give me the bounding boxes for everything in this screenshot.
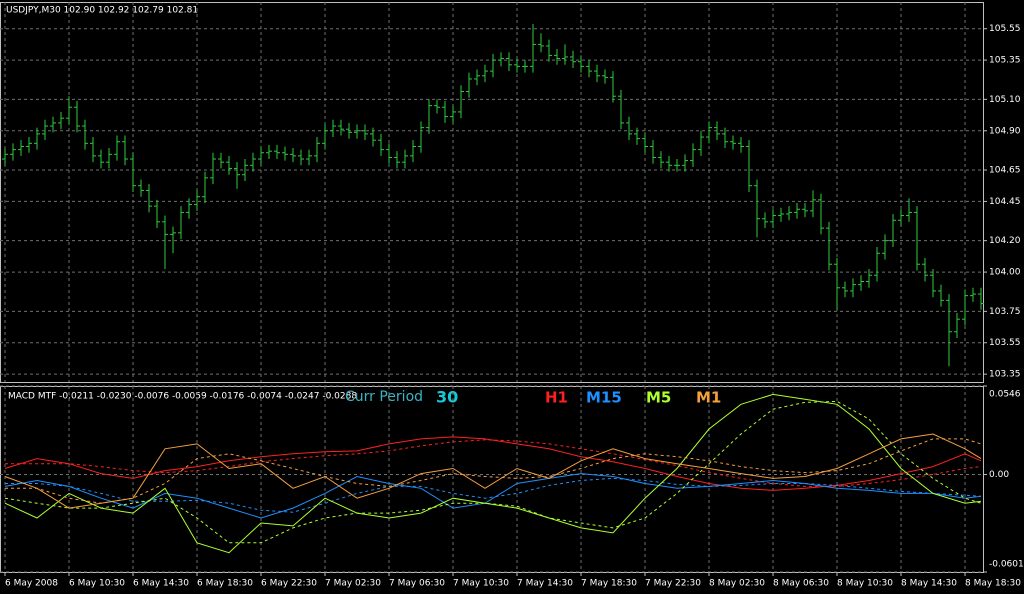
x-tick-label: 6 May 10:30 [69,579,125,589]
panel-frame [0,2,984,383]
y-tick-label: 103.75 [989,307,1021,317]
y-tick-label: 103.55 [989,338,1021,348]
y-tick-label: 105.10 [989,95,1021,105]
x-tick-label: 8 May 02:30 [709,579,765,589]
signal-line [4,400,982,544]
price-title: USDJPY,M30 102.90 102.92 102.79 102.81 [6,6,198,16]
x-tick-label: 6 May 22:30 [261,579,317,589]
y-tick-label: -0.0601 [989,560,1024,570]
y-tick-label: 103.35 [989,370,1021,380]
x-tick-label: 8 May 14:30 [901,579,957,589]
legend-label: H1 [545,389,568,407]
y-tick-label: 0.00 [989,470,1009,480]
y-tick-label: 104.45 [989,197,1021,207]
legend-label: M1 [696,389,721,407]
curr-period-label: Curr Period [345,389,423,405]
macd-line [4,436,982,491]
legend-label: M15 [586,389,622,407]
x-tick-label: 7 May 18:30 [581,579,637,589]
y-tick-label: 104.00 [989,268,1021,278]
x-tick-label: 6 May 14:30 [133,579,189,589]
y-tick-label: 0.0546 [989,390,1021,400]
y-tick-label: 104.90 [989,126,1021,136]
macd-line [4,433,982,509]
y-tick-label: 105.35 [989,56,1021,66]
y-tick-label: 104.20 [989,236,1021,246]
signal-line [5,477,982,513]
x-tick-label: 8 May 06:30 [773,579,829,589]
y-tick-label: 104.65 [989,166,1021,176]
legend-label: M5 [646,389,671,407]
x-tick-label: 6 May 18:30 [197,579,253,589]
x-tick-label: 7 May 14:30 [517,579,573,589]
x-tick-label: 7 May 06:30 [389,579,445,589]
x-tick-label: 8 May 18:30 [965,579,1021,589]
macd-line [4,473,982,519]
macd-title: MACD MTF -0.0211 -0.0230 -0.0076 -0.0059… [8,392,357,402]
y-tick-label: 105.55 [989,24,1021,34]
curr-period-value: 30 [436,388,458,407]
signal-line [5,439,982,487]
x-tick-label: 7 May 02:30 [325,579,381,589]
macd-line [4,393,982,554]
x-tick-label: 6 May 2008 [5,579,58,589]
x-tick-label: 8 May 10:30 [837,579,893,589]
x-tick-label: 7 May 22:30 [645,579,701,589]
x-tick-label: 7 May 10:30 [453,579,509,589]
